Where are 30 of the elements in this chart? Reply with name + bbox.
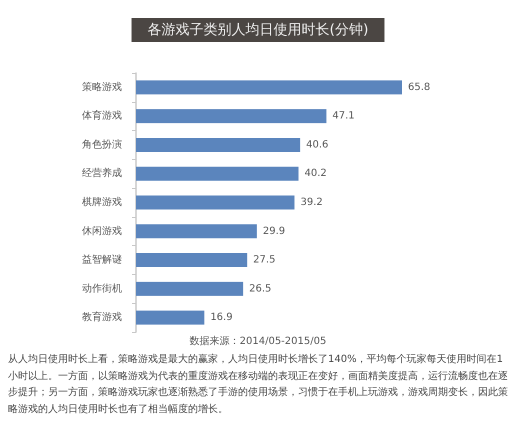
data-label: 27.5: [253, 254, 276, 266]
data-label: 29.9: [262, 226, 286, 237]
y-tick-label: 经营养成: [82, 167, 122, 180]
bar: [136, 138, 300, 152]
data-label: 16.9: [210, 312, 233, 324]
data-label: 40.6: [306, 139, 328, 150]
text: 从人均日使用时长上看，策略游戏是最大的赢家，人均日使用时长增长了140%，平均每个玩家每天使用时间在1小时以上。一方面，以策略游戏为代表的重度游戏在移动端的表现正在变好，画面精美度提高，运行流畅度也在逐步提升；另一方面，策略游戏玩家也逐渐熟悉了手游的使用场景，习惯于在手机上玩游戏，游戏周期变长，因此策略游戏的人均日使用时长也有了相当幅度的增长。: [8, 352, 509, 416]
bar: [136, 224, 257, 238]
y-tick-label: 益智解谜: [82, 254, 122, 266]
source-note: 数据来源：2014/05-2015/05: [188, 335, 328, 348]
bar: [136, 253, 248, 268]
bar: [136, 282, 244, 296]
y-tick-label: 教育游戏: [82, 311, 122, 324]
data-label: 26.5: [249, 283, 272, 294]
y-tick-label: 棋牌游戏: [82, 196, 122, 208]
bar: [136, 109, 326, 124]
bar: [136, 80, 402, 94]
bar: [136, 196, 294, 210]
y-tick-label: 策略游戏: [82, 80, 122, 93]
y-tick-label: 动作街机: [82, 282, 122, 294]
y-tick-label: 休闲游戏: [82, 224, 122, 237]
bar: [136, 310, 204, 325]
y-tick-label: 体育游戏: [82, 110, 122, 122]
data-label: 47.1: [332, 110, 355, 122]
data-label: 65.8: [408, 82, 430, 93]
data-label: 40.2: [304, 168, 327, 180]
y-tick-label: 角色扮演: [82, 138, 122, 150]
data-label: 39.2: [300, 197, 323, 208]
chart-title: 各游戏子类别人均日使用时长(分钟): [148, 22, 368, 38]
bar: [136, 166, 299, 181]
